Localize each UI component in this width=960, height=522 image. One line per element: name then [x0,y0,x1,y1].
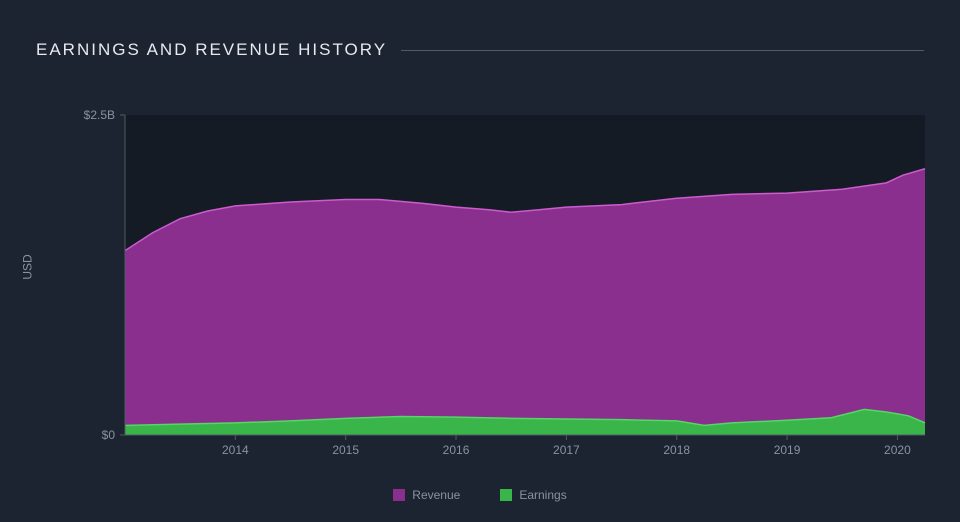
x-tick-label: 2017 [553,443,580,457]
legend: Revenue Earnings [0,488,960,502]
y-tick-label: $2.5B [84,108,115,122]
legend-swatch [500,489,512,501]
title-divider [401,50,924,51]
x-tick-label: 2018 [663,443,690,457]
title-bar: EARNINGS AND REVENUE HISTORY [36,40,924,60]
x-tick-label: 2016 [443,443,470,457]
legend-item: Revenue [393,488,460,502]
x-tick-label: 2020 [884,443,911,457]
y-tick-label: $0 [102,428,115,442]
legend-label: Earnings [519,488,566,502]
x-tick-label: 2015 [332,443,359,457]
chart-plot [125,115,925,435]
legend-swatch [393,489,405,501]
chart-container: EARNINGS AND REVENUE HISTORY USD Revenue… [0,0,960,522]
x-tick-label: 2014 [222,443,249,457]
legend-label: Revenue [412,488,460,502]
y-axis-label: USD [21,254,35,279]
legend-item: Earnings [500,488,566,502]
chart-title: EARNINGS AND REVENUE HISTORY [36,40,387,60]
x-tick-label: 2019 [774,443,801,457]
